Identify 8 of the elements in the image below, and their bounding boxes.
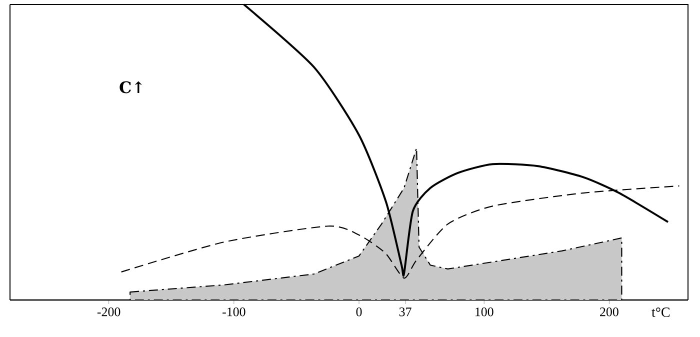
x-axis-title: t°C (652, 308, 670, 317)
x-tick-label: 200 (600, 308, 618, 316)
x-tick-label: 100 (476, 308, 494, 316)
x-tick-label: -100 (222, 308, 246, 316)
x-tick-label: 0 (356, 308, 362, 316)
x-tick-label: -200 (97, 308, 120, 316)
x-tick-label: 37 (399, 308, 412, 316)
y-axis-title: C↑ (120, 81, 142, 94)
